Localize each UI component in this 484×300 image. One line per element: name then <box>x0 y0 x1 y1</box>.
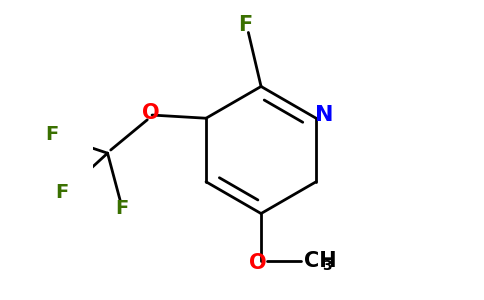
Text: N: N <box>315 105 333 125</box>
Text: F: F <box>238 14 252 34</box>
Text: O: O <box>142 103 159 124</box>
Text: 3: 3 <box>322 259 332 273</box>
Text: O: O <box>249 253 267 273</box>
Text: F: F <box>115 199 128 218</box>
Text: CH: CH <box>304 250 336 271</box>
Text: F: F <box>45 124 59 144</box>
Text: F: F <box>55 183 68 202</box>
